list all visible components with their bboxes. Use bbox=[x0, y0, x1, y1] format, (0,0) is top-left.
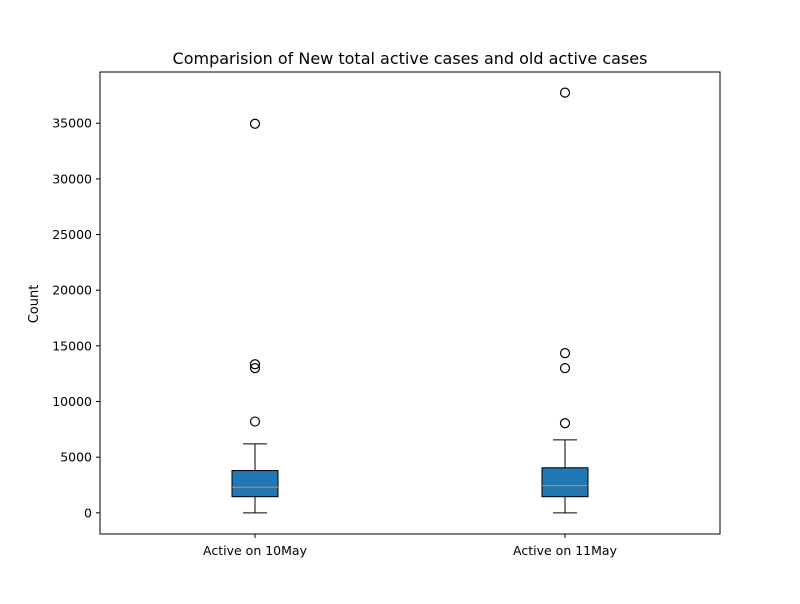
y-tick-label: 35000 bbox=[52, 116, 92, 131]
axes-frame bbox=[99, 71, 721, 535]
outlier-point bbox=[249, 118, 261, 129]
outlier-point bbox=[559, 363, 571, 374]
outlier-point bbox=[559, 347, 571, 359]
y-axis-label: Count bbox=[27, 285, 42, 324]
outlier-point bbox=[249, 416, 261, 427]
outlier-point bbox=[249, 359, 261, 370]
x-tick-label: Active on 10May bbox=[203, 543, 308, 558]
outlier-point bbox=[559, 87, 571, 98]
chart-title: Comparision of New total active cases an… bbox=[173, 49, 648, 68]
y-tick-label: 5000 bbox=[60, 450, 92, 465]
y-tick-label: 30000 bbox=[52, 171, 92, 186]
box-iqr bbox=[541, 467, 589, 498]
outlier-point bbox=[249, 363, 261, 374]
y-tick-label: 10000 bbox=[52, 394, 92, 409]
plot-area: 0 5000 10000 15000 20000 25000 30000 35000 Activ… bbox=[52, 87, 618, 558]
box-iqr bbox=[231, 470, 279, 498]
y-tick-label: 25000 bbox=[52, 227, 92, 242]
y-tick-label: 20000 bbox=[52, 283, 92, 298]
y-tick-label: 0 bbox=[84, 505, 92, 520]
y-tick-label: 15000 bbox=[52, 338, 92, 353]
outlier-point bbox=[559, 418, 571, 429]
x-tick-label: Active on 11May bbox=[513, 543, 618, 558]
